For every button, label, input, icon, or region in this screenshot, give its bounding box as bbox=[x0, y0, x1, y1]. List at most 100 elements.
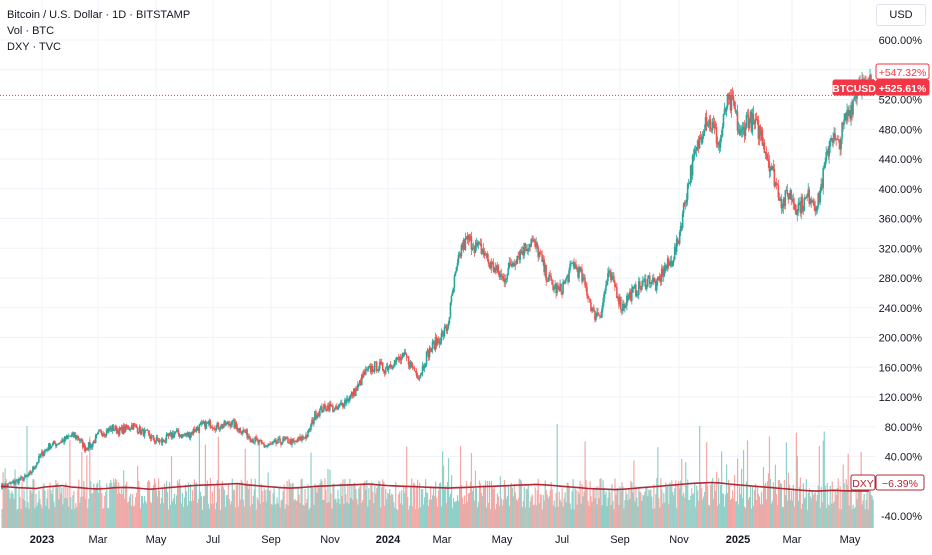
candle-body bbox=[732, 96, 735, 101]
candle-body bbox=[241, 432, 243, 434]
volume-bar bbox=[575, 489, 577, 528]
volume-bar bbox=[64, 498, 66, 528]
candle-body bbox=[711, 121, 714, 131]
candle-body bbox=[362, 371, 365, 377]
volume-bar bbox=[722, 493, 724, 528]
volume-bar bbox=[197, 498, 200, 528]
volume-bar bbox=[586, 488, 588, 528]
volume-bar bbox=[572, 478, 574, 528]
volume-bar bbox=[818, 445, 820, 528]
candle-body bbox=[366, 368, 369, 370]
candle-body bbox=[729, 95, 732, 111]
candle-body bbox=[23, 477, 25, 481]
volume-bar bbox=[143, 503, 145, 528]
volume-bar bbox=[402, 505, 404, 528]
volume-bar bbox=[261, 490, 263, 528]
volume-legend[interactable]: Vol · BTC bbox=[7, 25, 55, 37]
candle-body bbox=[545, 264, 547, 281]
candle-body bbox=[93, 440, 96, 443]
candle-body bbox=[240, 432, 242, 434]
volume-bar bbox=[731, 490, 734, 528]
candle-body bbox=[395, 357, 398, 362]
volume-bar bbox=[235, 485, 237, 528]
volume-bar bbox=[142, 496, 144, 528]
candle-body bbox=[348, 400, 350, 402]
volume-bar bbox=[275, 503, 277, 528]
candle-body bbox=[622, 303, 624, 312]
candle-body bbox=[373, 362, 376, 372]
candle-body bbox=[95, 434, 98, 436]
candle-body bbox=[743, 126, 746, 137]
candle-body bbox=[855, 96, 857, 99]
candle-body bbox=[391, 367, 394, 369]
candle-body bbox=[674, 246, 677, 252]
volume-bar bbox=[9, 498, 11, 528]
candle-body bbox=[507, 267, 510, 275]
volume-bar bbox=[23, 489, 25, 528]
candle-body bbox=[635, 284, 637, 296]
volume-bar bbox=[782, 507, 785, 528]
candle-body bbox=[68, 435, 71, 437]
candle-body bbox=[676, 238, 679, 244]
volume-bar bbox=[482, 485, 485, 528]
volume-bar bbox=[437, 490, 440, 528]
candle-body bbox=[48, 443, 50, 450]
volume-bar bbox=[92, 492, 94, 528]
candle-body bbox=[148, 432, 151, 437]
candle-body bbox=[150, 435, 153, 439]
candle-body bbox=[831, 138, 833, 143]
volume-bar bbox=[499, 476, 501, 528]
volume-bar bbox=[479, 483, 482, 528]
volume-bar bbox=[694, 482, 696, 528]
candle-body bbox=[847, 110, 849, 117]
candle-body bbox=[346, 398, 348, 403]
candle-body bbox=[186, 432, 189, 436]
volume-bar bbox=[208, 508, 210, 528]
compare-legend[interactable]: DXY · TVC bbox=[7, 41, 61, 53]
volume-bar bbox=[276, 497, 278, 528]
volume-bar bbox=[531, 494, 533, 528]
volume-bar bbox=[839, 486, 841, 528]
volume-bar bbox=[644, 491, 646, 528]
volume-bar bbox=[271, 504, 273, 528]
candle-body bbox=[214, 428, 217, 431]
currency-button[interactable]: USD bbox=[876, 4, 926, 26]
candle-body bbox=[299, 436, 301, 440]
candle-body bbox=[810, 199, 813, 203]
candle-body bbox=[611, 276, 613, 281]
volume-bar bbox=[89, 436, 91, 528]
volume-bar bbox=[567, 482, 569, 528]
volume-bar bbox=[773, 488, 776, 528]
candle-body bbox=[474, 245, 477, 254]
candle-body bbox=[63, 436, 66, 443]
candle-body bbox=[660, 268, 663, 282]
volume-bar bbox=[341, 495, 343, 528]
candle-body bbox=[499, 274, 502, 278]
candle-body bbox=[210, 427, 213, 429]
candle-body bbox=[679, 225, 682, 233]
volume-bar bbox=[346, 502, 348, 528]
candle-body bbox=[449, 302, 452, 318]
candle-body bbox=[344, 400, 346, 407]
volume-bar bbox=[864, 509, 866, 528]
volume-bar bbox=[295, 500, 297, 528]
volume-bar bbox=[612, 501, 614, 528]
volume-bar bbox=[27, 502, 29, 528]
candle-body bbox=[472, 247, 475, 250]
candle-body bbox=[849, 110, 851, 119]
candle-body bbox=[405, 354, 408, 358]
volume-bar bbox=[436, 506, 439, 528]
symbol-title[interactable]: Bitcoin / U.S. Dollar · 1D · BITSTAMP bbox=[7, 9, 191, 21]
volume-bar bbox=[78, 479, 80, 528]
candle-body bbox=[203, 421, 206, 424]
volume-bar bbox=[745, 481, 748, 528]
candle-body bbox=[143, 429, 146, 437]
candle-body bbox=[250, 440, 252, 442]
candle-body bbox=[536, 242, 538, 247]
volume-bar bbox=[323, 499, 325, 528]
candle-body bbox=[798, 202, 801, 204]
candle-body bbox=[819, 191, 821, 203]
volume-bar bbox=[701, 488, 703, 528]
